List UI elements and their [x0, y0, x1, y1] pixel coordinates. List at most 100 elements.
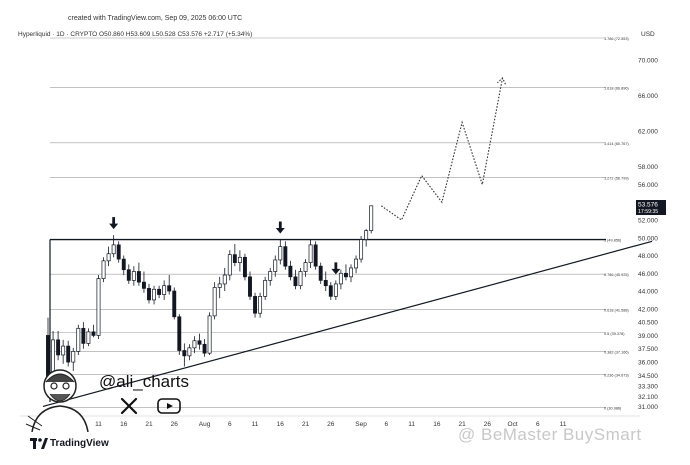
candle-body: [283, 246, 288, 267]
author-handle: @ali_charts: [99, 372, 190, 391]
candle-body: [232, 254, 237, 263]
y-tick-label: 56.000: [638, 182, 658, 189]
avatar: [25, 369, 89, 432]
x-tick-label: 11: [408, 421, 415, 428]
fib-level-label: 1.618 (66.896): [604, 87, 629, 91]
y-tick-label: 66.000: [638, 93, 658, 100]
candle-body: [313, 244, 318, 267]
candle-body: [71, 351, 76, 363]
y-tick-label: 40.500: [638, 320, 658, 327]
symbol-legend: Hyperliquid · 1D · CRYPTO O50.860 H53.60…: [18, 31, 253, 38]
candle-body: [167, 285, 172, 292]
down-arrow-marker: [109, 223, 119, 230]
fib-level-label: 0.618 (41.588): [604, 309, 629, 313]
y-tick-label: 36.000: [638, 360, 658, 367]
candle-body: [333, 283, 338, 297]
x-logo-icon: [120, 397, 138, 415]
x-tick-label: 16: [277, 421, 285, 428]
down-arrow-shaft: [112, 217, 116, 225]
candle-body: [359, 239, 364, 260]
candle-body: [197, 340, 202, 345]
y-tick-label: 62.000: [638, 129, 658, 136]
x-tick-label: 26: [327, 421, 335, 428]
candle-body: [106, 253, 111, 262]
candle-body: [227, 254, 232, 276]
candle-body: [96, 278, 101, 336]
down-arrow-shaft: [334, 262, 338, 270]
candle-body: [152, 288, 156, 301]
candle-body: [288, 265, 293, 278]
candle-body: [298, 271, 303, 287]
x-tick-label: 11: [95, 421, 102, 428]
candle-body: [76, 327, 81, 352]
price-tag-value: 53.576: [638, 202, 658, 209]
y-tick-label: 44.000: [638, 289, 658, 296]
y-tick-label: 32.100: [638, 394, 658, 401]
fib-level-label: 1.786 (72.553): [604, 37, 629, 41]
tradingview-logo-icon: [30, 438, 48, 449]
created-caption: created with TradingView.com, Sep 09, 20…: [68, 15, 243, 22]
x-tick-label: 11: [252, 421, 259, 428]
candle-body: [349, 267, 353, 278]
brand-name: TradingView: [50, 438, 109, 449]
y-tick-label: 46.000: [638, 271, 658, 278]
candle-body: [86, 331, 91, 344]
candle-body: [278, 246, 283, 261]
x-tick-label: 21: [302, 421, 310, 428]
fib-level-label: 0.382 (37.166): [604, 350, 629, 354]
candle-body: [248, 276, 252, 297]
down-arrow-marker: [275, 228, 285, 234]
candle-body: [258, 296, 263, 314]
candle-body: [344, 272, 348, 278]
candle-body: [308, 244, 313, 263]
candle-body: [268, 271, 273, 281]
candle-body: [111, 244, 116, 255]
candle-body: [182, 350, 187, 357]
candle-body: [328, 285, 333, 297]
y-tick-label: 50.000: [638, 235, 658, 242]
x-tick-label: Oct: [508, 421, 518, 428]
x-tick-label: 6: [385, 421, 389, 428]
candle-body: [237, 256, 242, 263]
candle-body: [81, 327, 86, 344]
candle-body: [273, 259, 278, 272]
candle-body: [217, 283, 222, 288]
x-tick-label: Aug: [199, 421, 211, 428]
candle-body: [263, 280, 268, 297]
y-tick-label: 70.000: [638, 58, 658, 65]
candle-body: [293, 276, 298, 287]
candle-body: [177, 316, 182, 351]
candle-body: [142, 281, 146, 289]
youtube-icon: [157, 398, 181, 414]
x-tick-label: 16: [120, 421, 128, 428]
candle-body: [56, 339, 61, 356]
projection-path: [380, 77, 504, 221]
candle-body: [303, 262, 308, 272]
y-tick-label: 58.000: [638, 164, 658, 171]
candle-body: [116, 244, 121, 260]
candle-body: [207, 315, 212, 354]
y-tick-label: 34.500: [638, 373, 658, 380]
candle-body: [212, 287, 217, 317]
watermark: @ BeMaster BuySmart: [458, 425, 642, 444]
y-tick-label: 37.500: [638, 346, 658, 353]
candle-body: [126, 269, 131, 281]
fib-level-label: 0.236 (34.673): [604, 373, 629, 377]
candle-body: [243, 256, 247, 278]
x-tick-label: 6: [228, 421, 232, 428]
candle-body: [364, 230, 369, 240]
candle-body: [172, 290, 177, 318]
candle-body: [318, 265, 323, 281]
x-tick-label: 11: [560, 421, 567, 428]
fib-level-label: 1 (49.856): [604, 239, 622, 243]
down-arrow-shaft: [278, 221, 282, 229]
candle-body: [136, 271, 141, 283]
candle-body: [61, 345, 66, 356]
candle-body: [192, 340, 197, 349]
y-tick-label: 31.000: [638, 404, 658, 411]
y-tick-label: 42.000: [638, 306, 658, 313]
y-tick-label: 33.300: [638, 384, 658, 391]
y-tick-label: 48.000: [638, 253, 658, 260]
candle-body: [354, 258, 359, 269]
candle-body: [253, 296, 257, 314]
